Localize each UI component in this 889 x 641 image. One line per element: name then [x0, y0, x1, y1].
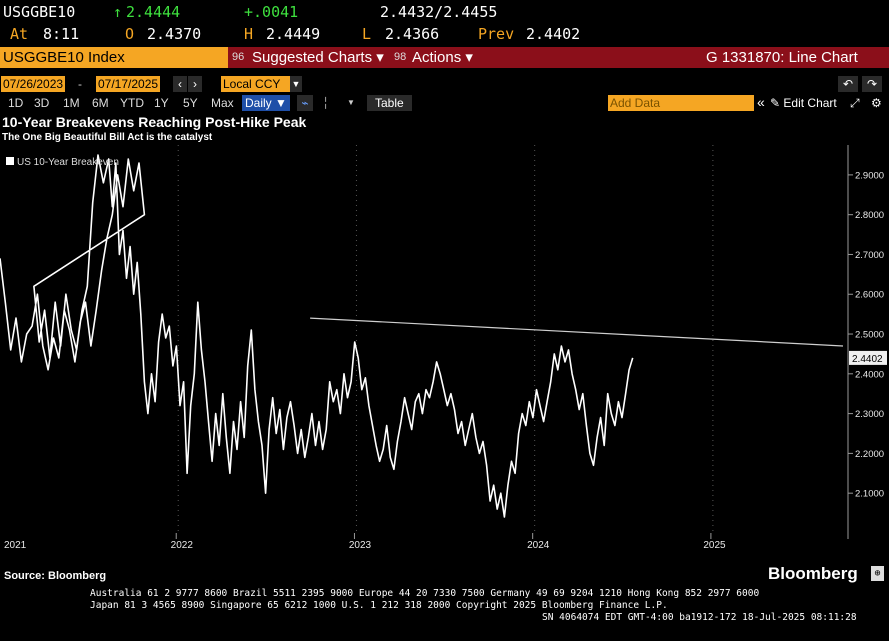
edit-chart-button[interactable]: ✎ Edit Chart: [770, 95, 837, 111]
high-label: H: [244, 25, 254, 43]
end-date-field[interactable]: 07/17/2025: [96, 76, 161, 92]
frequency-select[interactable]: Daily ▼: [242, 95, 290, 111]
period-button-1y[interactable]: 1Y: [154, 96, 169, 110]
period-button-max[interactable]: Max: [211, 96, 234, 110]
last-value-label: 2.4402: [852, 354, 883, 365]
chart-title: 10-Year Breakevens Reaching Post-Hike Pe…: [2, 114, 307, 130]
more-dropdown-icon[interactable]: ▼: [347, 98, 355, 107]
suggested-charts-menu[interactable]: Suggested Charts ▾: [252, 49, 384, 66]
trend-line: [310, 317, 844, 347]
table-button[interactable]: Table: [367, 95, 412, 111]
edit-chart-label: Edit Chart: [783, 96, 837, 110]
line-style-icon[interactable]: ╎: [322, 96, 330, 110]
pin-icon[interactable]: ⊕: [871, 566, 884, 581]
actions-menu[interactable]: Actions ▾: [412, 49, 473, 66]
footer-contacts-1: Australia 61 2 9777 8600 Brazil 5511 239…: [90, 588, 760, 599]
period-button-1d[interactable]: 1D: [8, 96, 24, 110]
y-tick-label: 2.1000: [855, 489, 884, 500]
prev-value: 2.4402: [526, 25, 581, 43]
low-value: 2.4366: [385, 25, 440, 43]
at-time: 8:11: [43, 25, 80, 43]
start-date-field[interactable]: 07/26/2023: [1, 76, 66, 92]
collapse-button[interactable]: «: [757, 94, 765, 110]
legend-swatch: [6, 157, 14, 165]
prev-period-button[interactable]: ‹: [173, 76, 187, 92]
y-tick-label: 2.5000: [855, 330, 884, 341]
low-label: L: [362, 25, 372, 43]
series-line: [0, 154, 634, 518]
redo-icon[interactable]: ↷: [862, 76, 882, 92]
security-field[interactable]: USGGBE10 Index: [0, 47, 228, 68]
last-value-box: [849, 350, 887, 365]
period-button-6m[interactable]: 6M: [92, 96, 109, 110]
period-button-1m[interactable]: 1M: [63, 96, 80, 110]
up-arrow-icon: ↑: [113, 3, 123, 21]
actions-num[interactable]: 98: [394, 51, 407, 63]
y-tick-label: 2.8000: [855, 210, 884, 221]
y-tick-label: 2.7000: [855, 250, 884, 261]
x-tick-label: 2022: [171, 540, 194, 551]
line-chart: 2.9000 2.8000 2.7000 2.6000 2.5000 2.4000 2.30…: [0, 145, 887, 551]
open-label: O: [125, 25, 135, 43]
at-label: At: [10, 25, 29, 43]
y-tick-label: 2.3000: [855, 409, 884, 420]
bid-ask: 2.4432/2.4455: [380, 3, 498, 21]
legend: US 10-Year Breakeven: [6, 157, 119, 168]
y-tick-label: 2.4000: [855, 369, 884, 380]
expand-icon[interactable]: ⤢: [850, 96, 860, 110]
open-value: 2.4370: [147, 25, 202, 43]
period-button-5y[interactable]: 5Y: [183, 96, 198, 110]
add-data-field[interactable]: Add Data: [608, 95, 754, 111]
undo-icon[interactable]: ↶: [838, 76, 858, 92]
period-button-3d[interactable]: 3D: [34, 96, 50, 110]
next-period-button[interactable]: ›: [188, 76, 202, 92]
gear-icon[interactable]: ⚙: [871, 96, 882, 110]
ticker: USGGBE10: [3, 3, 76, 21]
bloomberg-logo: Bloomberg: [768, 564, 858, 583]
high-value: 2.4449: [266, 25, 321, 43]
legend-label: US 10-Year Breakeven: [17, 157, 119, 168]
prev-label: Prev: [478, 25, 515, 43]
x-tick-label: 2021: [4, 540, 27, 551]
net-change: +.0041: [244, 3, 299, 21]
x-tick-label: 2024: [527, 540, 550, 551]
currency-dropdown-icon[interactable]: ▼: [290, 76, 302, 92]
y-tick-label: 2.9000: [855, 170, 884, 181]
y-tick-label: 2.6000: [855, 290, 884, 301]
chart-type-icon[interactable]: ⌁: [297, 95, 313, 111]
footer-session: SN 4064074 EDT GMT-4:00 ba1912-172 18-Ju…: [542, 612, 857, 623]
date-separator: -: [78, 77, 82, 91]
x-tick-label: 2023: [349, 540, 372, 551]
pencil-icon: ✎: [770, 96, 784, 110]
currency-select[interactable]: Local CCY: [221, 76, 293, 92]
y-tick-label: 2.2000: [855, 449, 884, 460]
footer-contacts-2: Japan 81 3 4565 8900 Singapore 65 6212 1…: [90, 600, 668, 611]
chart-subtitle: The One Big Beautiful Bill Act is the ca…: [2, 132, 213, 143]
last-price: 2.4444: [126, 3, 181, 21]
suggested-charts-num[interactable]: 96: [232, 51, 245, 63]
x-tick-label: 2025: [703, 540, 726, 551]
chart-id-title: G 1331870: Line Chart: [706, 49, 858, 66]
period-button-ytd[interactable]: YTD: [120, 96, 144, 110]
source-note: Source: Bloomberg: [4, 570, 107, 582]
